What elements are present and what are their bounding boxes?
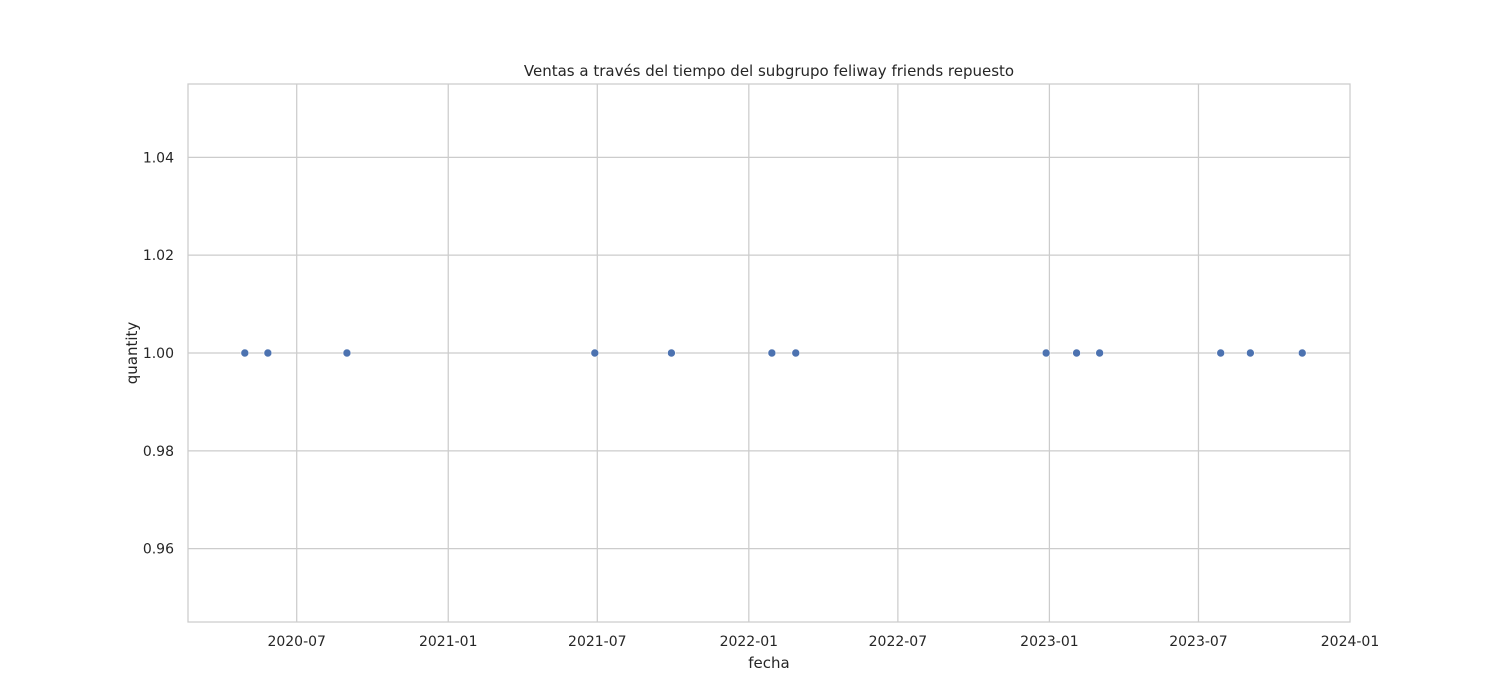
x-tick-label: 2021-07 bbox=[568, 634, 627, 650]
y-tick-label: 1.00 bbox=[143, 346, 174, 362]
x-axis-title: fecha bbox=[748, 654, 789, 672]
x-tick-label: 2020-07 bbox=[267, 634, 326, 650]
x-tick-label: 2022-01 bbox=[720, 634, 779, 650]
y-tick-label: 0.96 bbox=[143, 542, 174, 558]
data-point bbox=[667, 348, 676, 358]
data-point bbox=[1297, 348, 1307, 358]
data-point bbox=[590, 348, 600, 358]
y-tick-label: 1.04 bbox=[143, 150, 174, 166]
y-axis-title: quantity bbox=[123, 322, 141, 385]
x-tick-label: 2022-07 bbox=[869, 634, 928, 650]
data-point bbox=[1246, 348, 1255, 358]
y-tick-labels: 0.96 0.98 1.00 1.02 1.04 bbox=[143, 150, 174, 557]
axes-spines bbox=[187, 83, 1351, 623]
x-tick-label: 2023-07 bbox=[1169, 634, 1228, 650]
data-point bbox=[1072, 348, 1081, 358]
data-points bbox=[240, 348, 1307, 358]
x-tick-label: 2023-01 bbox=[1020, 634, 1079, 650]
x-tick-label: 2021-01 bbox=[419, 634, 478, 650]
y-tick-label: 0.98 bbox=[143, 444, 174, 460]
data-point bbox=[240, 348, 250, 358]
x-tick-label: 2024-01 bbox=[1321, 634, 1380, 650]
data-point bbox=[767, 348, 777, 358]
chart-title: Ventas a través del tiempo del subgrupo … bbox=[524, 62, 1014, 80]
x-tick-labels: 2020-07 2021-01 2021-07 2022-01 2022-07 2023-… bbox=[267, 634, 1379, 650]
data-point bbox=[1041, 348, 1051, 358]
data-point bbox=[791, 348, 801, 358]
plot-frame bbox=[187, 83, 1351, 623]
data-point bbox=[342, 348, 352, 358]
data-point bbox=[263, 348, 273, 358]
y-tick-label: 1.02 bbox=[143, 248, 174, 264]
grid-lines bbox=[188, 84, 1350, 622]
data-point bbox=[1095, 348, 1104, 358]
data-point bbox=[1216, 348, 1226, 358]
